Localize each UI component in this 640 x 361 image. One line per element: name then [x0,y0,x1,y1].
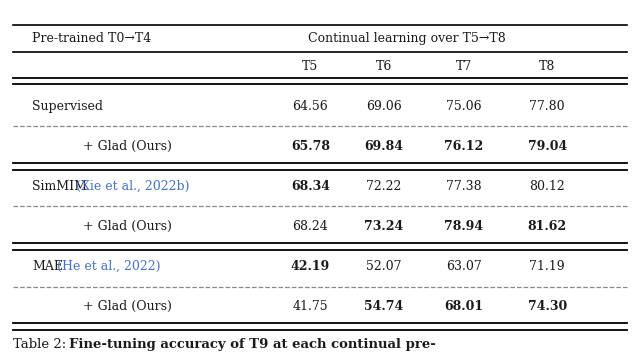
Text: 79.04: 79.04 [527,140,567,153]
Text: SimMIM: SimMIM [32,180,87,193]
Text: 71.19: 71.19 [529,260,565,273]
Text: 69.84: 69.84 [365,140,403,153]
Text: 81.62: 81.62 [527,220,567,233]
Text: 69.06: 69.06 [366,100,402,113]
Text: + Glad (Ours): + Glad (Ours) [83,140,172,153]
Text: 80.12: 80.12 [529,180,565,193]
Text: MAE: MAE [32,260,63,273]
Text: 68.34: 68.34 [291,180,330,193]
Text: + Glad (Ours): + Glad (Ours) [83,300,172,313]
Text: T5: T5 [302,60,319,73]
Text: 76.12: 76.12 [444,140,484,153]
Text: (He et al., 2022): (He et al., 2022) [54,260,161,273]
Text: 77.80: 77.80 [529,100,565,113]
Text: Supervised: Supervised [32,100,103,113]
Text: T7: T7 [456,60,472,73]
Text: 65.78: 65.78 [291,140,330,153]
Text: 68.24: 68.24 [292,220,328,233]
Text: Continual learning over T5→T8: Continual learning over T5→T8 [308,32,505,45]
Text: 42.19: 42.19 [291,260,330,273]
Text: Pre-trained T0→T4: Pre-trained T0→T4 [32,32,151,45]
Text: 73.24: 73.24 [364,220,404,233]
Text: T6: T6 [376,60,392,73]
Text: 64.56: 64.56 [292,100,328,113]
Text: 78.94: 78.94 [444,220,484,233]
Text: 77.38: 77.38 [446,180,482,193]
Text: Fine-tuning accuracy of T9 at each continual pre-: Fine-tuning accuracy of T9 at each conti… [69,338,436,351]
Text: 72.22: 72.22 [366,180,402,193]
Text: 52.07: 52.07 [366,260,402,273]
Text: 68.01: 68.01 [444,300,484,313]
Text: (Xie et al., 2022b): (Xie et al., 2022b) [72,180,189,193]
Text: + Glad (Ours): + Glad (Ours) [83,220,172,233]
Text: 54.74: 54.74 [364,300,404,313]
Text: 74.30: 74.30 [527,300,567,313]
Text: 75.06: 75.06 [446,100,482,113]
Text: T8: T8 [539,60,556,73]
Text: 63.07: 63.07 [446,260,482,273]
Text: Table 2:: Table 2: [13,338,74,351]
Text: 41.75: 41.75 [292,300,328,313]
